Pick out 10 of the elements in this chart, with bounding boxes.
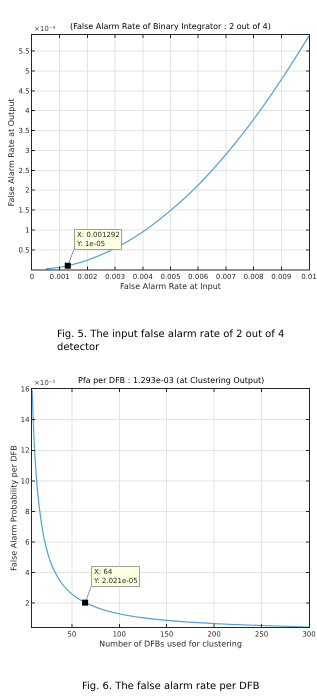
line-series — [32, 389, 309, 627]
caption: Fig. 6. The false alarm rate per DFB — [82, 681, 260, 692]
x-axis-title: False Alarm Rate at Input — [120, 282, 221, 292]
y-axis-title: False Alarm Probability per DFB — [9, 445, 18, 571]
line-series — [45, 35, 309, 270]
chart-title: (False Alarm Rate of Binary Integrator : 2 out of 4) — [70, 22, 271, 31]
x-axis-title: Number of DFBs used for clustering — [99, 639, 242, 648]
chart-title: Pfa per DFB : 1.293e-03 (at Clustering Output) — [78, 376, 264, 385]
y-axis-title: False Alarm Rate at Output — [7, 98, 16, 206]
caption: Fig. 5. The input false alarm rate of 2 out of 4 detector — [57, 329, 284, 353]
